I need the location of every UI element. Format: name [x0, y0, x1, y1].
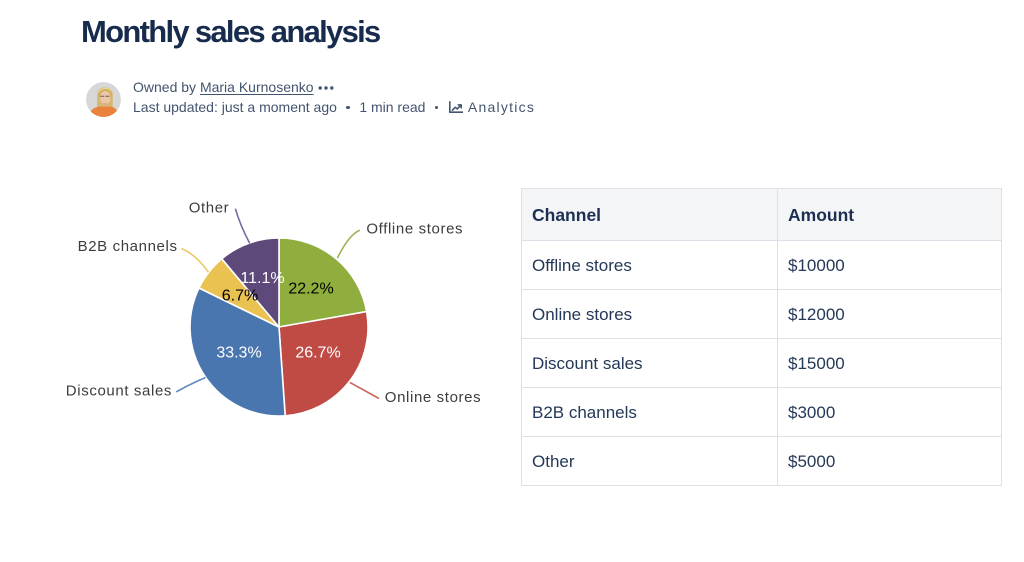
svg-text:Other: Other [189, 199, 230, 216]
svg-text:Discount sales: Discount sales [66, 382, 172, 399]
svg-text:33.3%: 33.3% [216, 345, 261, 362]
svg-text:B2B channels: B2B channels [78, 238, 178, 255]
svg-text:11.1%: 11.1% [240, 270, 284, 287]
svg-text:22.2%: 22.2% [288, 281, 333, 298]
svg-text:26.7%: 26.7% [295, 345, 340, 362]
svg-text:Offline stores: Offline stores [366, 221, 463, 238]
svg-text:Online stores: Online stores [385, 389, 481, 406]
svg-text:6.7%: 6.7% [222, 288, 258, 305]
